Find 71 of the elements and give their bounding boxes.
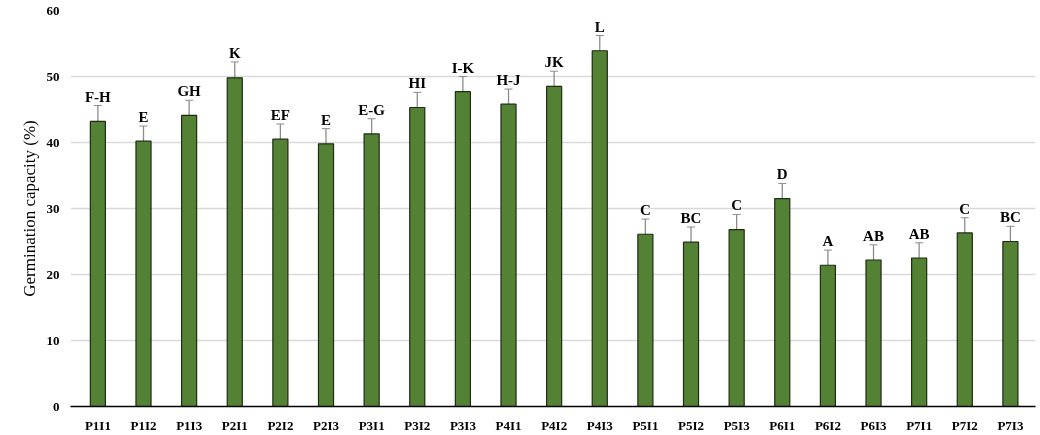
bar [409, 106, 426, 407]
x-tick-label: P7I3 [997, 417, 1024, 433]
bar [956, 232, 973, 407]
x-tick-label: P1I2 [130, 417, 157, 433]
x-tick-label: P4I2 [541, 417, 568, 433]
bar [181, 114, 198, 407]
bar [911, 257, 928, 407]
bar [865, 259, 882, 407]
annotation: E [138, 109, 149, 125]
annotation: HI [408, 75, 427, 92]
x-tick-label: P2I1 [221, 417, 248, 433]
x-tick-label: P3I1 [358, 417, 385, 433]
x-tick-label: P5I1 [632, 417, 659, 433]
x-tick-label: P4I1 [495, 417, 522, 433]
x-tick-label: P7I2 [951, 417, 978, 433]
bar [774, 198, 791, 407]
annotation: BC [680, 209, 702, 226]
x-tick-label: P3I2 [404, 417, 431, 433]
annotation: EF [270, 107, 290, 124]
y-tick-label: 50 [46, 68, 60, 84]
y-tick-label: 10 [46, 332, 60, 348]
x-tick-label: P2I2 [267, 417, 294, 433]
y-axis-title: Germination capacity (%) [19, 120, 39, 297]
x-tick-label: P4I3 [586, 417, 614, 433]
x-tick-label: P6I2 [814, 417, 841, 433]
annotation: BC [999, 209, 1021, 226]
annotation: F-H [84, 88, 112, 105]
annotation: C [959, 200, 971, 217]
x-tick-label: P5I3 [723, 417, 751, 433]
annotation: AB [908, 225, 930, 242]
bar [317, 143, 335, 407]
annotation: JK [544, 54, 565, 71]
annotation: L [594, 18, 605, 35]
x-tick-label: P7I1 [906, 417, 933, 433]
x-tick-label: P5I2 [678, 417, 705, 433]
bar [591, 50, 608, 407]
annotation: GH [177, 83, 202, 100]
y-tick-label: 20 [46, 266, 60, 282]
annotation: E-G [358, 101, 386, 118]
x-tick-label: P6I1 [769, 417, 796, 433]
x-tick-label: P2I3 [313, 417, 340, 433]
x-tick-label: P6I3 [860, 417, 888, 433]
bar [1002, 240, 1019, 407]
bar [363, 133, 380, 407]
annotation: H-J [496, 72, 522, 89]
y-tick-label: 0 [53, 398, 60, 414]
annotation: AB [863, 227, 884, 244]
bar [226, 77, 243, 407]
annotation: C [639, 202, 651, 219]
bar [546, 85, 563, 407]
bar [500, 103, 517, 407]
x-tick-label: P1I3 [176, 417, 203, 433]
annotation: I-K [451, 59, 475, 76]
annotation: K [228, 44, 241, 61]
bar [637, 233, 654, 407]
annotation: E [321, 111, 332, 128]
x-tick-label: P3I3 [449, 417, 477, 433]
bar [682, 241, 700, 407]
bar [819, 264, 837, 407]
bar [454, 91, 472, 407]
x-tick-label: P1I1 [84, 417, 111, 433]
annotation: A [822, 233, 834, 250]
annotation: C [731, 197, 743, 214]
y-tick-label: 60 [46, 2, 60, 18]
annotation: D [776, 166, 788, 183]
bar [89, 120, 106, 407]
bar [135, 140, 152, 407]
bar [728, 229, 745, 407]
y-tick-label: 40 [46, 134, 60, 150]
y-tick-label: 30 [46, 200, 60, 216]
bar [272, 138, 289, 407]
